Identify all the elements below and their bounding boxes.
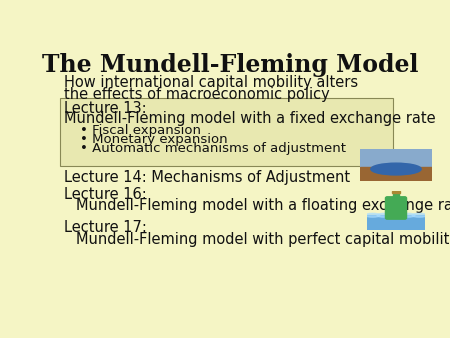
Text: Mundell-Fleming model with a fixed exchange rate: Mundell-Fleming model with a fixed excha… xyxy=(64,112,436,126)
Ellipse shape xyxy=(371,163,421,175)
Text: Lecture 16:: Lecture 16: xyxy=(64,187,147,202)
Bar xyxy=(360,167,432,181)
Bar xyxy=(393,192,399,200)
Text: How international capital mobility alters: How international capital mobility alter… xyxy=(64,75,358,90)
Text: the effects of macroeconomic policy: the effects of macroeconomic policy xyxy=(64,87,330,102)
Ellipse shape xyxy=(400,213,415,217)
Ellipse shape xyxy=(389,213,403,217)
Text: Lecture 13:: Lecture 13: xyxy=(64,101,147,116)
Text: Lecture 14: Mechanisms of Adjustment: Lecture 14: Mechanisms of Adjustment xyxy=(64,170,350,185)
Ellipse shape xyxy=(365,213,380,217)
FancyBboxPatch shape xyxy=(386,197,406,219)
Text: • Fiscal expansion: • Fiscal expansion xyxy=(80,124,201,137)
FancyBboxPatch shape xyxy=(60,98,393,166)
Bar xyxy=(367,215,425,230)
Bar xyxy=(360,149,432,170)
Text: Mundell-Fleming model with perfect capital mobility: Mundell-Fleming model with perfect capit… xyxy=(76,232,450,246)
Text: Mundell-Fleming model with a floating exchange rate: Mundell-Fleming model with a floating ex… xyxy=(76,198,450,213)
Ellipse shape xyxy=(412,213,427,217)
Ellipse shape xyxy=(377,213,392,217)
Bar xyxy=(392,191,400,193)
Text: • Automatic mechanisms of adjustment: • Automatic mechanisms of adjustment xyxy=(80,142,346,155)
Text: • Monetary expansion: • Monetary expansion xyxy=(80,133,227,146)
Text: Lecture 17:: Lecture 17: xyxy=(64,220,147,235)
Text: The Mundell-Fleming Model: The Mundell-Fleming Model xyxy=(42,53,419,77)
